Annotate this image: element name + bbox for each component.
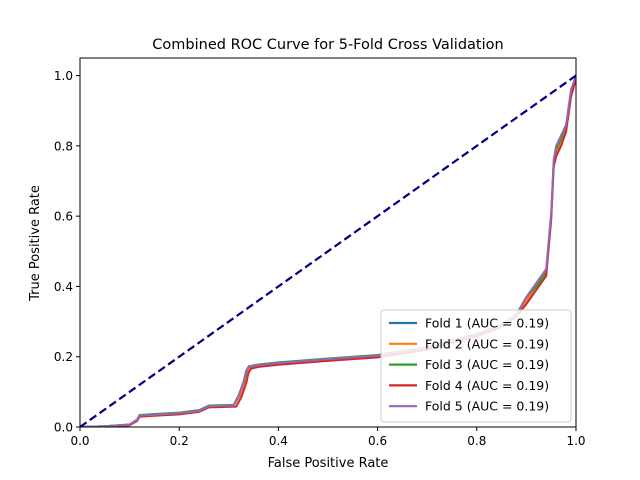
plot-frame (79, 57, 577, 428)
y-axis-ticks: 0.0 0.2 0.4 0.6 0.8 1.0 (54, 69, 80, 435)
y-axis-label: True Positive Rate (28, 185, 43, 302)
y-tick-label: 1.0 (54, 69, 73, 83)
x-tick-label: 0.4 (269, 434, 288, 448)
y-tick-label: 0.8 (54, 139, 73, 153)
legend-label-fold-4: Fold 4 (AUC = 0.19) (425, 378, 549, 393)
chart-title: Combined ROC Curve for 5-Fold Cross Vali… (152, 37, 503, 53)
roc-line-fold-5 (80, 74, 576, 427)
series-lines (80, 74, 576, 427)
chance-diagonal-line (80, 74, 576, 427)
legend-label-fold-1: Fold 1 (AUC = 0.19) (425, 316, 549, 331)
x-tick-label: 0.0 (70, 434, 89, 448)
x-axis-ticks: 0.0 0.2 0.4 0.6 0.8 1.0 (70, 427, 586, 448)
x-tick-label: 0.6 (368, 434, 387, 448)
y-tick-label: 0.4 (54, 280, 73, 294)
y-tick-label: 0.6 (54, 210, 73, 224)
y-tick-label: 0.2 (54, 350, 73, 364)
x-tick-label: 1.0 (566, 434, 585, 448)
legend-label-fold-2: Fold 2 (AUC = 0.19) (425, 336, 549, 351)
y-tick-label: 0.0 (54, 421, 73, 435)
x-tick-label: 0.2 (170, 434, 189, 448)
legend-label-fold-3: Fold 3 (AUC = 0.19) (425, 357, 549, 372)
legend-box (380, 309, 572, 423)
legend: Fold 1 (AUC = 0.19) Fold 2 (AUC = 0.19) Fo… (380, 309, 572, 423)
x-axis-label: False Positive Rate (268, 456, 389, 471)
legend-label-fold-5: Fold 5 (AUC = 0.19) (425, 399, 549, 414)
x-tick-label: 0.8 (467, 434, 486, 448)
